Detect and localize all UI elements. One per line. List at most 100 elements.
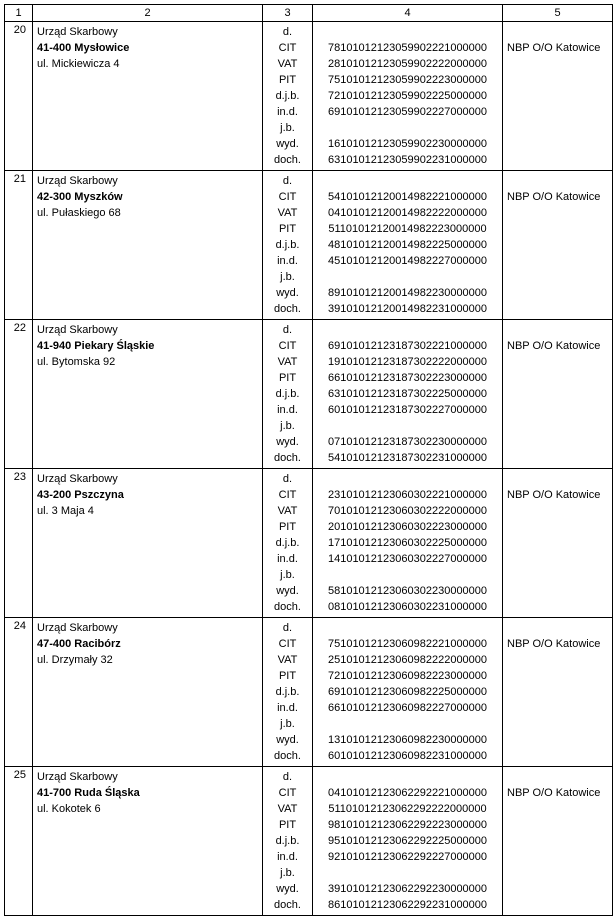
code-label: VAT — [263, 503, 312, 519]
code-label: CIT — [263, 785, 312, 801]
code-label: d.j.b. — [263, 237, 312, 253]
account-number: 75101012123059902223000000 — [313, 72, 502, 88]
office-cell: Urząd Skarbowy43-200 Pszczynaul. 3 Maja … — [33, 469, 263, 618]
code-label: d. — [263, 769, 312, 785]
account-number: 13101012123060982230000000 — [313, 732, 502, 748]
account-number: 69101012123060982225000000 — [313, 684, 502, 700]
account-number: 54101012123187302231000000 — [313, 450, 502, 466]
account-number: 92101012123062292227000000 — [313, 849, 502, 865]
office-cell: Urząd Skarbowy47-400 Racibórzul. Drzymał… — [33, 618, 263, 767]
account-number: 58101012123060302230000000 — [313, 583, 502, 599]
account-number — [313, 120, 502, 136]
header-4: 4 — [313, 5, 503, 22]
code-label: wyd. — [263, 583, 312, 599]
account-number: 45101012120014982227000000 — [313, 253, 502, 269]
code-label: j.b. — [263, 269, 312, 285]
accounts-cell: 7810101212305990222100000028101012123059… — [313, 22, 503, 171]
account-number: 07101012123187302230000000 — [313, 434, 502, 450]
code-label: in.d. — [263, 253, 312, 269]
account-number: 39101012123062292230000000 — [313, 881, 502, 897]
account-number — [313, 418, 502, 434]
account-number: 28101012123059902222000000 — [313, 56, 502, 72]
bank-name: NBP O/O Katowice — [507, 785, 608, 801]
code-label: d. — [263, 24, 312, 40]
code-label: d.j.b. — [263, 833, 312, 849]
code-label: doch. — [263, 450, 312, 466]
code-label: j.b. — [263, 716, 312, 732]
bank-cell: NBP O/O Katowice — [503, 320, 613, 469]
code-label: doch. — [263, 897, 312, 913]
table-row: 23Urząd Skarbowy43-200 Pszczynaul. 3 Maj… — [5, 469, 613, 618]
office-postcode-city: 43-200 Pszczyna — [37, 487, 258, 503]
code-label: PIT — [263, 519, 312, 535]
account-number: 72101012123059902225000000 — [313, 88, 502, 104]
accounts-cell: 0410101212306229222100000051101012123062… — [313, 767, 503, 916]
office-cell: Urząd Skarbowy41-940 Piekary Śląskieul. … — [33, 320, 263, 469]
office-street: ul. Kokotek 6 — [37, 801, 258, 817]
code-label: in.d. — [263, 700, 312, 716]
account-number: 39101012120014982231000000 — [313, 301, 502, 317]
account-number: 70101012123060302222000000 — [313, 503, 502, 519]
code-label: VAT — [263, 354, 312, 370]
bank-name: NBP O/O Katowice — [507, 338, 608, 354]
bank-name: NBP O/O Katowice — [507, 487, 608, 503]
code-label: wyd. — [263, 285, 312, 301]
office-street: ul. Drzymały 32 — [37, 652, 258, 668]
account-number: 16101012123059902230000000 — [313, 136, 502, 152]
account-number: 89101012120014982230000000 — [313, 285, 502, 301]
office-postcode-city: 41-700 Ruda Śląska — [37, 785, 258, 801]
office-cell: Urząd Skarbowy42-300 Myszkówul. Pułaskie… — [33, 171, 263, 320]
office-street: ul. Mickiewicza 4 — [37, 56, 258, 72]
bank-name: NBP O/O Katowice — [507, 636, 608, 652]
code-label: VAT — [263, 801, 312, 817]
account-number: 04101012123062292221000000 — [313, 785, 502, 801]
bank-cell: NBP O/O Katowice — [503, 171, 613, 320]
code-label: d.j.b. — [263, 535, 312, 551]
office-title: Urząd Skarbowy — [37, 173, 258, 189]
row-number: 22 — [5, 320, 33, 469]
account-number — [313, 322, 502, 338]
tax-office-table: 1 2 3 4 5 20Urząd Skarbowy41-400 Mysłowi… — [4, 4, 613, 916]
office-title: Urząd Skarbowy — [37, 471, 258, 487]
office-postcode-city: 42-300 Myszków — [37, 189, 258, 205]
accounts-cell: 5410101212001498222100000004101012120014… — [313, 171, 503, 320]
account-number: 75101012123060982221000000 — [313, 636, 502, 652]
code-cell: d.CITVATPITd.j.b.in.d.j.b.wyd.doch. — [263, 22, 313, 171]
table-row: 20Urząd Skarbowy41-400 Mysłowiceul. Mick… — [5, 22, 613, 171]
code-label: in.d. — [263, 849, 312, 865]
code-label: doch. — [263, 152, 312, 168]
header-2: 2 — [33, 5, 263, 22]
row-number: 23 — [5, 469, 33, 618]
code-label: j.b. — [263, 865, 312, 881]
account-number: 60101012123060982231000000 — [313, 748, 502, 764]
account-number: 25101012123060982222000000 — [313, 652, 502, 668]
account-number: 63101012123187302225000000 — [313, 386, 502, 402]
row-number: 20 — [5, 22, 33, 171]
code-label: j.b. — [263, 120, 312, 136]
code-label: wyd. — [263, 732, 312, 748]
code-label: in.d. — [263, 402, 312, 418]
office-street: ul. Bytomska 92 — [37, 354, 258, 370]
account-number — [313, 865, 502, 881]
account-number — [313, 173, 502, 189]
header-5: 5 — [503, 5, 613, 22]
code-label: d. — [263, 173, 312, 189]
code-cell: d.CITVATPITd.j.b.in.d.j.b.wyd.doch. — [263, 469, 313, 618]
code-label: d.j.b. — [263, 88, 312, 104]
code-label: CIT — [263, 189, 312, 205]
account-number: 98101012123062292223000000 — [313, 817, 502, 833]
code-label: CIT — [263, 40, 312, 56]
bank-cell: NBP O/O Katowice — [503, 618, 613, 767]
code-cell: d.CITVATPITd.j.b.in.d.j.b.wyd.doch. — [263, 618, 313, 767]
code-label: j.b. — [263, 418, 312, 434]
accounts-cell: 6910101212318730222100000019101012123187… — [313, 320, 503, 469]
code-label: d. — [263, 471, 312, 487]
bank-cell: NBP O/O Katowice — [503, 767, 613, 916]
code-label: wyd. — [263, 434, 312, 450]
code-label: PIT — [263, 72, 312, 88]
account-number: 60101012123187302227000000 — [313, 402, 502, 418]
account-number: 54101012120014982221000000 — [313, 189, 502, 205]
office-title: Urząd Skarbowy — [37, 620, 258, 636]
code-label: d. — [263, 322, 312, 338]
code-label: d.j.b. — [263, 684, 312, 700]
